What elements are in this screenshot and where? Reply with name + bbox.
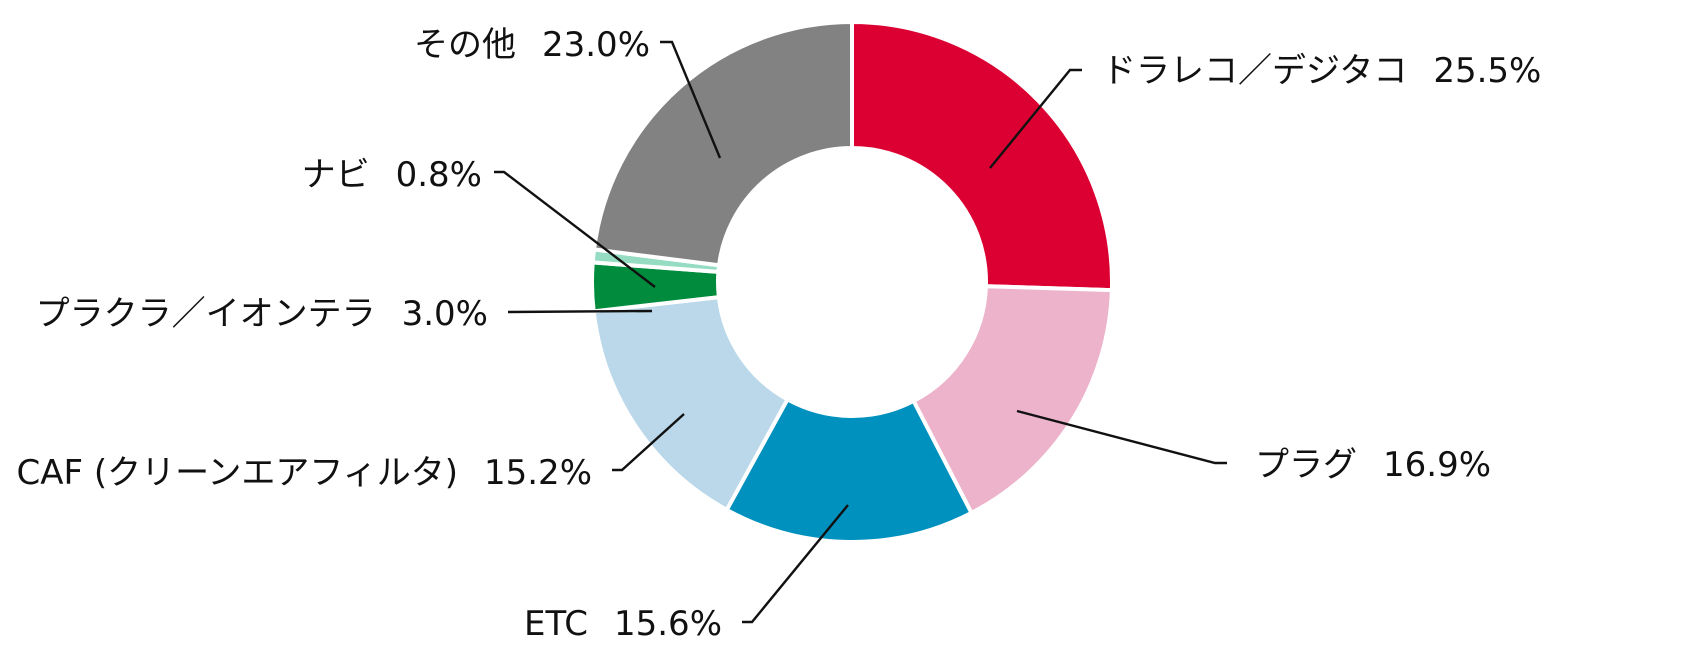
slice-label-4: プラクラ／イオンテラ 3.0% [36, 294, 488, 334]
slice-value-2: 15.6% [614, 604, 722, 644]
slice-value-1: 16.9% [1383, 445, 1491, 485]
labels-layer: ドラレコ／デジタコ 25.5% プラグ 16.9% ETC 15.6% CAF (クリーンエ… [16, 25, 1541, 644]
donut-slice-0 [850, 19, 1114, 293]
donut-slice-6 [591, 19, 854, 268]
slice-value-0: 25.5% [1433, 51, 1541, 91]
slice-name-0: ドラレコ／デジタコ [1102, 51, 1407, 91]
leader-line-1 [1016, 409, 1227, 465]
donut-slice-1 [910, 284, 1114, 516]
slice-value-3: 15.2% [484, 453, 592, 493]
slice-value-6: 23.0% [542, 25, 650, 65]
slice-name-1: プラグ [1255, 445, 1357, 485]
slice-label-2: ETC 15.6% [524, 604, 722, 644]
leader-line-5 [494, 170, 656, 288]
donut-slice-3 [591, 294, 791, 513]
leader-line-3 [612, 413, 685, 472]
slices-layer [590, 19, 1114, 544]
slice-value-5: 0.8% [396, 155, 482, 195]
slice-label-3: CAF (クリーンエアフィルタ) 15.2% [16, 453, 592, 493]
leader-lines-layer [494, 40, 1227, 624]
slice-label-1: プラグ 16.9% [1255, 445, 1491, 485]
leader-line-2 [742, 504, 849, 624]
slice-name-2: ETC [524, 604, 588, 644]
leader-line-6 [660, 40, 722, 159]
slice-label-0: ドラレコ／デジタコ 25.5% [1102, 51, 1541, 91]
slice-name-6: その他 [414, 25, 516, 65]
slice-value-4: 3.0% [402, 294, 488, 334]
slice-name-3: CAF (クリーンエアフィルタ) [16, 453, 458, 493]
slice-label-6: その他 23.0% [414, 25, 650, 65]
leader-line-0 [989, 68, 1082, 169]
slice-name-4: プラクラ／イオンテラ [36, 294, 376, 334]
slice-name-5: ナビ [302, 155, 370, 195]
leader-line-4 [507, 309, 653, 314]
slice-label-5: ナビ 0.8% [302, 155, 482, 195]
donut-slice-2 [724, 396, 975, 544]
